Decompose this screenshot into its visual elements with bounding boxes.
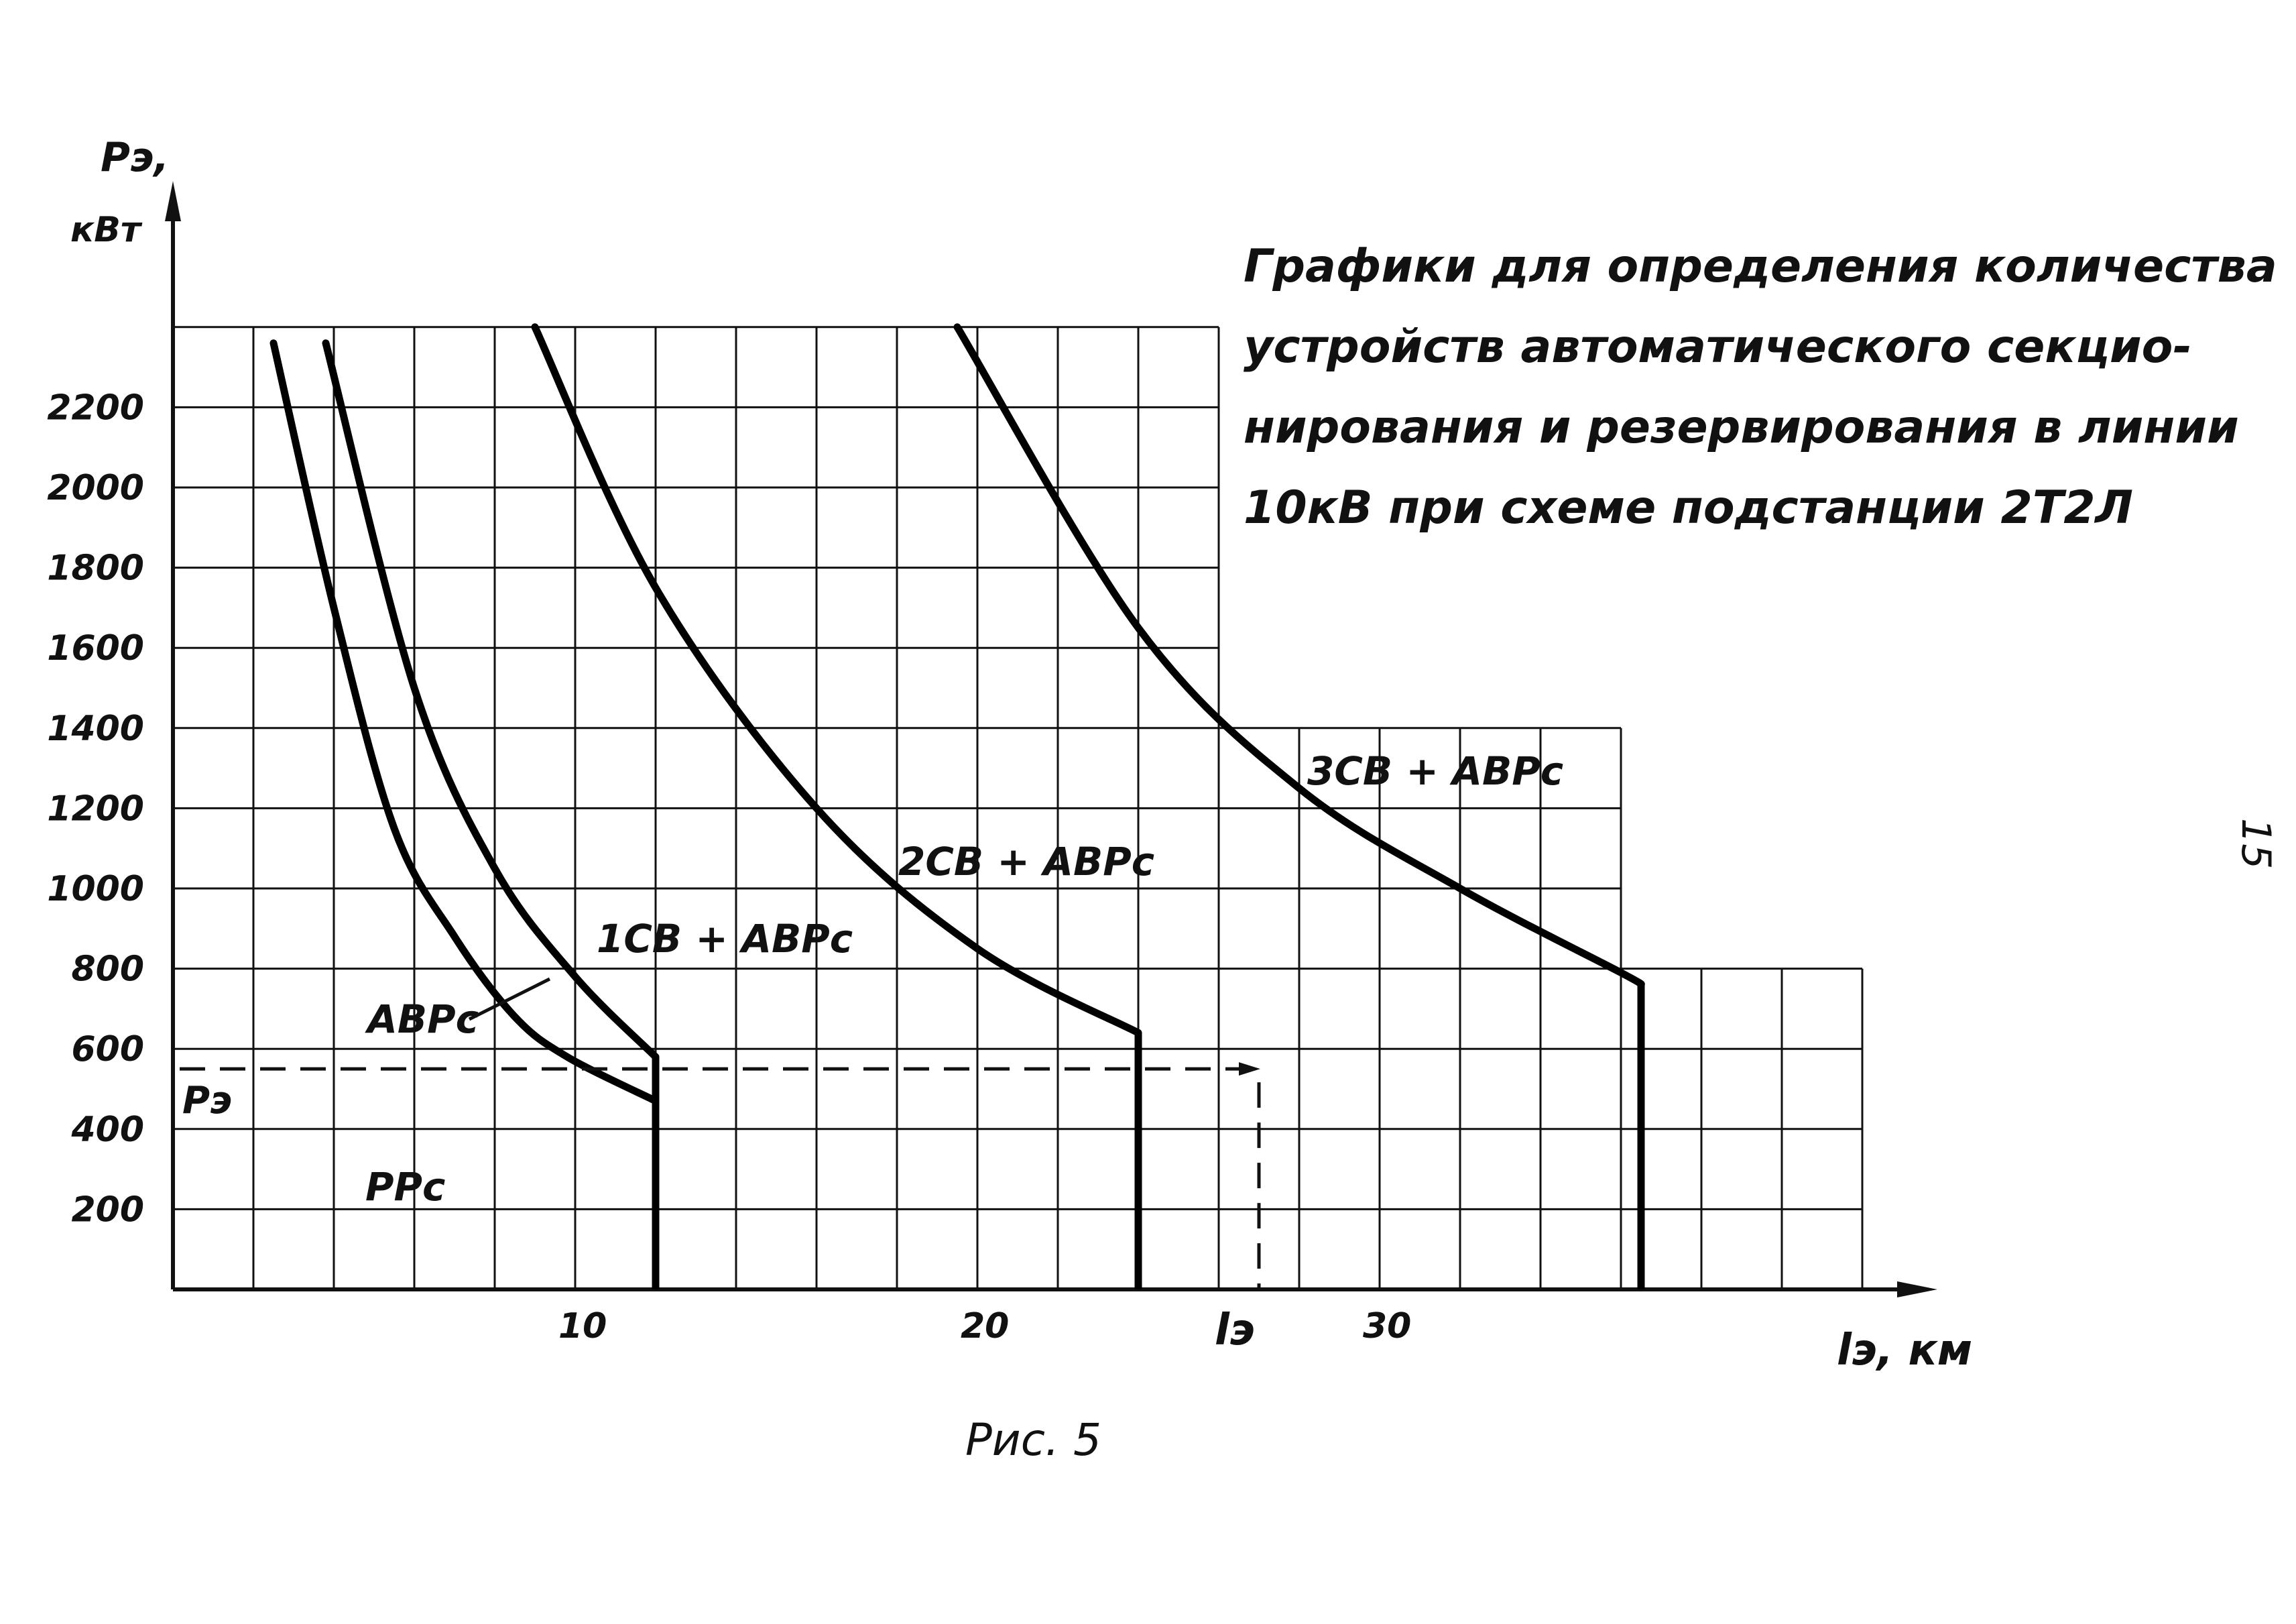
series-label-2sv-avrs: 2СВ + АВРс — [898, 839, 1154, 884]
zone-boundaries — [652, 984, 1645, 1289]
y-axis-unit: кВт — [70, 210, 143, 250]
series-label-avrs: АВРс — [365, 996, 479, 1042]
y-tick-label: 2000 — [47, 468, 144, 508]
y-tick-label: 1400 — [47, 709, 144, 749]
series-label-3sv-avrs: 3СВ + АВРс — [1307, 748, 1563, 794]
y-tick-labels: 200 400 600 800 1000 1200 1400 1600 1800 2000 2200 — [47, 388, 144, 1230]
y-tick-label: 400 — [70, 1110, 144, 1150]
chart-title-line-1: Графики для определения количества — [1244, 240, 2277, 293]
chart-title-line-3: нирования и резервирования в линии — [1244, 401, 2239, 454]
example-p-label: Pэ — [182, 1079, 232, 1122]
series-curve-1 — [269, 339, 660, 1105]
y-tick-label: 800 — [71, 949, 144, 990]
series-curves — [269, 323, 1645, 1105]
x-axis-arrow — [1897, 1281, 1937, 1297]
chart-grid — [172, 326, 1864, 1289]
chart-title-line-4: 10кВ при схеме подстанции 2Т2Л — [1244, 481, 2133, 534]
y-axis-arrow — [165, 181, 181, 221]
y-tick-label: 2200 — [47, 388, 144, 428]
y-tick-label: 1200 — [47, 789, 144, 829]
y-axis-label: Pэ, — [101, 134, 169, 181]
example-l-label: lэ — [1215, 1306, 1255, 1355]
series-label-avrs-leader — [468, 977, 551, 1021]
figure-caption: Рис. 5 — [965, 1414, 1101, 1466]
x-tick-label: 10 — [558, 1306, 607, 1346]
page-number: 15 — [2232, 818, 2279, 869]
x-tick-labels: 10 20 30 — [558, 1306, 1411, 1346]
x-tick-label: 30 — [1363, 1306, 1411, 1346]
y-tick-label: 1600 — [47, 628, 144, 669]
chart-title-line-2: устройств автоматического секцио- — [1244, 321, 2192, 373]
x-tick-label: 20 — [961, 1306, 1009, 1346]
x-axis-label: lэ, км — [1837, 1326, 1972, 1375]
y-tick-label: 600 — [71, 1029, 144, 1069]
series-curve-2 — [322, 339, 660, 1061]
example-arrow — [1239, 1062, 1260, 1076]
series-label-1sv-avrs: 1СВ + АВРс — [597, 916, 853, 962]
y-tick-label: 200 — [71, 1190, 144, 1230]
series-curve-3 — [531, 323, 1142, 1037]
y-tick-label: 1000 — [47, 869, 144, 909]
region-label-rrs: РРс — [365, 1164, 445, 1210]
y-tick-label: 1800 — [47, 548, 144, 589]
series-curve-4 — [953, 323, 1645, 989]
